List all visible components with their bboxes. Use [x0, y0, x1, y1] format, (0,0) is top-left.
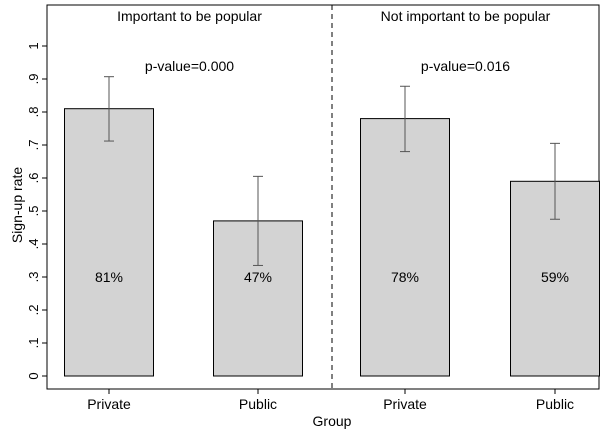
category-label: Public: [536, 396, 574, 412]
y-tick-label: .5: [26, 206, 41, 217]
y-tick-label: .9: [26, 74, 41, 85]
y-tick-label: .8: [26, 107, 41, 118]
y-tick-label: .7: [26, 140, 41, 151]
bar-value-label: 47%: [244, 269, 272, 285]
bar: [360, 118, 450, 377]
bar: [64, 108, 154, 377]
y-tick-label: 1: [26, 42, 41, 49]
y-tick-label: .2: [26, 305, 41, 316]
y-tick-label: .3: [26, 272, 41, 283]
category-label: Private: [383, 396, 427, 412]
panel-title: Important to be popular: [117, 8, 262, 24]
y-tick-label: .6: [26, 173, 41, 184]
p-value-label: p-value=0.000: [145, 58, 234, 74]
y-tick-label: .4: [26, 239, 41, 250]
y-tick-label: .1: [26, 338, 41, 349]
y-tick-label: 0: [26, 372, 41, 379]
bar-value-label: 81%: [95, 269, 123, 285]
y-axis-title: Sign-up rate: [9, 167, 25, 243]
y-axis: 0 .1 .2 .3 .4 .5 .6 .7 .8 .9 1: [26, 42, 47, 380]
panel-title: Not important to be popular: [381, 8, 551, 24]
panel: Not important to be popular p-value=0.016…: [360, 8, 600, 412]
category-label: Private: [87, 396, 131, 412]
panels: Important to be popular p-value=0.000 81% P…: [64, 5, 600, 412]
p-value-label: p-value=0.016: [421, 58, 510, 74]
category-label: Public: [239, 396, 277, 412]
bar-value-label: 59%: [541, 269, 569, 285]
x-axis-title: Group: [313, 413, 352, 429]
bar-value-label: 78%: [391, 269, 419, 285]
panel: Important to be popular p-value=0.000 81% P…: [64, 8, 303, 412]
